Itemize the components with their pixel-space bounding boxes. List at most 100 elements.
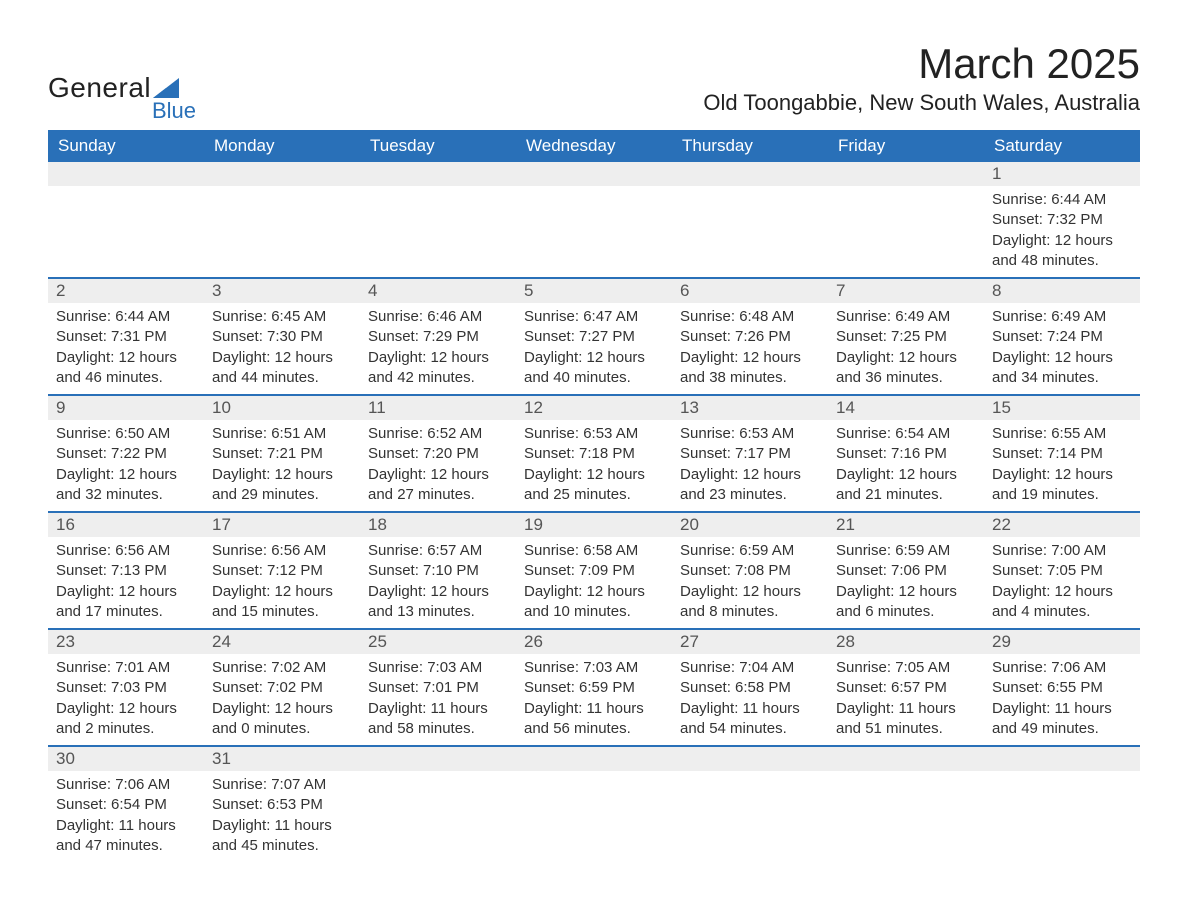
calendar-day-cell: 22Sunrise: 7:00 AMSunset: 7:05 PMDayligh… <box>984 512 1140 629</box>
calendar-week-row: 30Sunrise: 7:06 AMSunset: 6:54 PMDayligh… <box>48 746 1140 862</box>
day-number: 29 <box>984 630 1140 654</box>
calendar-header-cell: Thursday <box>672 130 828 162</box>
daylight-line: Daylight: 12 hours and 27 minutes. <box>368 465 508 506</box>
calendar-day-cell: 25Sunrise: 7:03 AMSunset: 7:01 PMDayligh… <box>360 629 516 746</box>
sunrise-line: Sunrise: 6:54 AM <box>836 424 976 444</box>
calendar-week-row: 2Sunrise: 6:44 AMSunset: 7:31 PMDaylight… <box>48 278 1140 395</box>
calendar-header-cell: Sunday <box>48 130 204 162</box>
day-number: 26 <box>516 630 672 654</box>
header: General Blue March 2025 Old Toongabbie, … <box>48 40 1140 124</box>
day-body <box>204 186 360 196</box>
day-number: 23 <box>48 630 204 654</box>
sunrise-line: Sunrise: 7:07 AM <box>212 775 352 795</box>
calendar-day-cell: 6Sunrise: 6:48 AMSunset: 7:26 PMDaylight… <box>672 278 828 395</box>
day-number <box>516 747 672 771</box>
sunset-line: Sunset: 7:03 PM <box>56 678 196 698</box>
sunset-line: Sunset: 6:58 PM <box>680 678 820 698</box>
sunset-line: Sunset: 7:05 PM <box>992 561 1132 581</box>
day-number: 20 <box>672 513 828 537</box>
day-number: 18 <box>360 513 516 537</box>
sunrise-line: Sunrise: 6:45 AM <box>212 307 352 327</box>
sunset-line: Sunset: 7:14 PM <box>992 444 1132 464</box>
logo-text-main: General <box>48 72 151 104</box>
sunset-line: Sunset: 7:26 PM <box>680 327 820 347</box>
sunrise-line: Sunrise: 6:53 AM <box>524 424 664 444</box>
sunset-line: Sunset: 7:20 PM <box>368 444 508 464</box>
day-body <box>672 771 828 781</box>
day-body: Sunrise: 6:53 AMSunset: 7:18 PMDaylight:… <box>516 420 672 511</box>
day-number: 10 <box>204 396 360 420</box>
calendar-header-cell: Friday <box>828 130 984 162</box>
sunset-line: Sunset: 7:10 PM <box>368 561 508 581</box>
title-block: March 2025 Old Toongabbie, New South Wal… <box>703 40 1140 124</box>
calendar-empty-cell <box>48 162 204 278</box>
day-body: Sunrise: 7:03 AMSunset: 6:59 PMDaylight:… <box>516 654 672 745</box>
day-body: Sunrise: 6:53 AMSunset: 7:17 PMDaylight:… <box>672 420 828 511</box>
sunrise-line: Sunrise: 6:56 AM <box>212 541 352 561</box>
daylight-line: Daylight: 12 hours and 34 minutes. <box>992 348 1132 389</box>
sunset-line: Sunset: 6:53 PM <box>212 795 352 815</box>
day-body: Sunrise: 6:54 AMSunset: 7:16 PMDaylight:… <box>828 420 984 511</box>
calendar-empty-cell <box>516 162 672 278</box>
day-body: Sunrise: 6:49 AMSunset: 7:25 PMDaylight:… <box>828 303 984 394</box>
sunrise-line: Sunrise: 7:01 AM <box>56 658 196 678</box>
daylight-line: Daylight: 12 hours and 42 minutes. <box>368 348 508 389</box>
sunrise-line: Sunrise: 6:56 AM <box>56 541 196 561</box>
sunrise-line: Sunrise: 7:06 AM <box>992 658 1132 678</box>
daylight-line: Daylight: 12 hours and 46 minutes. <box>56 348 196 389</box>
sunrise-line: Sunrise: 6:49 AM <box>836 307 976 327</box>
day-number <box>516 162 672 186</box>
day-body: Sunrise: 6:52 AMSunset: 7:20 PMDaylight:… <box>360 420 516 511</box>
day-body: Sunrise: 6:45 AMSunset: 7:30 PMDaylight:… <box>204 303 360 394</box>
calendar-day-cell: 27Sunrise: 7:04 AMSunset: 6:58 PMDayligh… <box>672 629 828 746</box>
day-number: 27 <box>672 630 828 654</box>
sunrise-line: Sunrise: 6:58 AM <box>524 541 664 561</box>
calendar-day-cell: 20Sunrise: 6:59 AMSunset: 7:08 PMDayligh… <box>672 512 828 629</box>
sunrise-line: Sunrise: 6:59 AM <box>836 541 976 561</box>
day-body: Sunrise: 7:01 AMSunset: 7:03 PMDaylight:… <box>48 654 204 745</box>
calendar-day-cell: 13Sunrise: 6:53 AMSunset: 7:17 PMDayligh… <box>672 395 828 512</box>
daylight-line: Daylight: 12 hours and 0 minutes. <box>212 699 352 740</box>
calendar-empty-cell <box>360 746 516 862</box>
sunrise-line: Sunrise: 6:47 AM <box>524 307 664 327</box>
calendar-week-row: 9Sunrise: 6:50 AMSunset: 7:22 PMDaylight… <box>48 395 1140 512</box>
calendar-day-cell: 24Sunrise: 7:02 AMSunset: 7:02 PMDayligh… <box>204 629 360 746</box>
day-number: 19 <box>516 513 672 537</box>
day-number <box>204 162 360 186</box>
day-body <box>360 771 516 781</box>
day-body <box>516 186 672 196</box>
day-number: 24 <box>204 630 360 654</box>
daylight-line: Daylight: 12 hours and 17 minutes. <box>56 582 196 623</box>
sunrise-line: Sunrise: 6:46 AM <box>368 307 508 327</box>
calendar-day-cell: 31Sunrise: 7:07 AMSunset: 6:53 PMDayligh… <box>204 746 360 862</box>
day-number: 2 <box>48 279 204 303</box>
daylight-line: Daylight: 12 hours and 32 minutes. <box>56 465 196 506</box>
calendar-day-cell: 12Sunrise: 6:53 AMSunset: 7:18 PMDayligh… <box>516 395 672 512</box>
sunset-line: Sunset: 7:24 PM <box>992 327 1132 347</box>
day-number: 3 <box>204 279 360 303</box>
calendar-day-cell: 2Sunrise: 6:44 AMSunset: 7:31 PMDaylight… <box>48 278 204 395</box>
daylight-line: Daylight: 11 hours and 51 minutes. <box>836 699 976 740</box>
sunset-line: Sunset: 7:25 PM <box>836 327 976 347</box>
sunrise-line: Sunrise: 7:03 AM <box>524 658 664 678</box>
sunset-line: Sunset: 7:21 PM <box>212 444 352 464</box>
daylight-line: Daylight: 12 hours and 40 minutes. <box>524 348 664 389</box>
calendar-day-cell: 29Sunrise: 7:06 AMSunset: 6:55 PMDayligh… <box>984 629 1140 746</box>
day-body <box>48 186 204 196</box>
calendar-table: SundayMondayTuesdayWednesdayThursdayFrid… <box>48 130 1140 862</box>
day-body: Sunrise: 7:04 AMSunset: 6:58 PMDaylight:… <box>672 654 828 745</box>
day-number: 8 <box>984 279 1140 303</box>
day-number <box>672 747 828 771</box>
calendar-day-cell: 5Sunrise: 6:47 AMSunset: 7:27 PMDaylight… <box>516 278 672 395</box>
daylight-line: Daylight: 12 hours and 29 minutes. <box>212 465 352 506</box>
day-body <box>828 771 984 781</box>
sunset-line: Sunset: 7:27 PM <box>524 327 664 347</box>
sunset-line: Sunset: 7:31 PM <box>56 327 196 347</box>
sunrise-line: Sunrise: 7:06 AM <box>56 775 196 795</box>
calendar-header-row: SundayMondayTuesdayWednesdayThursdayFrid… <box>48 130 1140 162</box>
day-body: Sunrise: 6:46 AMSunset: 7:29 PMDaylight:… <box>360 303 516 394</box>
day-number: 9 <box>48 396 204 420</box>
daylight-line: Daylight: 12 hours and 44 minutes. <box>212 348 352 389</box>
calendar-day-cell: 30Sunrise: 7:06 AMSunset: 6:54 PMDayligh… <box>48 746 204 862</box>
calendar-header-cell: Tuesday <box>360 130 516 162</box>
